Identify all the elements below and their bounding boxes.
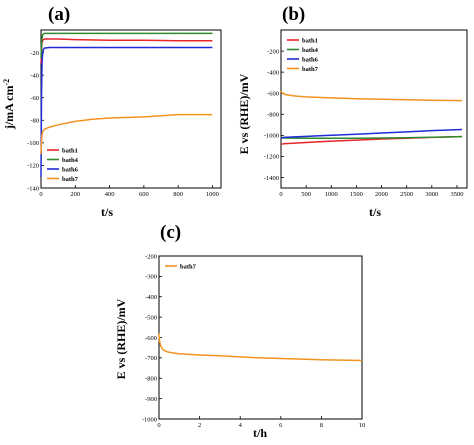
y-tick-label-b: -400 — [267, 69, 279, 76]
x-tick-label-b: 3000 — [425, 191, 438, 198]
y-tick-label-a: -140 — [27, 185, 39, 192]
y-tick-label-b: -200 — [267, 48, 279, 55]
y-tick-label-c: -1000 — [142, 416, 157, 423]
panel-label-a: (a) — [48, 4, 70, 25]
x-tick-label-a: 600 — [139, 191, 149, 198]
y-tick-label-a: -60 — [30, 95, 39, 102]
plot-frame-c — [158, 255, 363, 420]
y-tick-label-a: -120 — [27, 163, 39, 170]
y-tick-label-c: -200 — [145, 253, 157, 260]
series-line-c-bath7 — [158, 333, 363, 362]
y-tick-label-a: -20 — [30, 50, 39, 57]
svg-text:j/mA cm-2: j/mA cm-2 — [2, 79, 16, 130]
legend-label-b-bath1: bath1 — [302, 37, 318, 44]
legend-label-a-bath4: bath4 — [62, 157, 79, 164]
y-tick-label-b: -1000 — [264, 133, 279, 140]
x-tick-label-c: 8 — [320, 422, 323, 429]
x-tick-label-a: 800 — [173, 191, 183, 198]
x-tick-label-c: 10 — [359, 422, 366, 429]
plot-frame-a — [40, 29, 222, 189]
panel-b: (b) t/s E vs (RHE)/mV 0 500 1000 1500 2000 25… — [237, 4, 468, 219]
x-tick-label-b: 2500 — [400, 191, 413, 198]
x-tick-label-a: 400 — [105, 191, 115, 198]
legend-label-a-bath1: bath1 — [62, 147, 78, 154]
x-tick-label-b: 3500 — [450, 191, 463, 198]
y-tick-label-b: -1200 — [264, 154, 279, 161]
y-tick-label-c: -300 — [145, 274, 157, 281]
y-axis-title-a-main: j/mA cm — [2, 86, 16, 131]
legend-label-a-bath7: bath7 — [62, 176, 79, 183]
y-tick-label-c: -700 — [145, 355, 157, 362]
x-tick-label-a: 0 — [39, 191, 42, 198]
series-line-b-bath7 — [280, 90, 463, 102]
x-tick-label-c: 6 — [279, 422, 283, 429]
plot-area-c: 0 2 4 6 8 10 -200 -300 -400 -500 -600 -700 -800 -900 -… — [142, 253, 365, 429]
legend-label-c-bath7: bath7 — [180, 263, 197, 270]
x-axis-title-b: t/s — [369, 205, 381, 219]
panel-label-b: (b) — [282, 4, 305, 25]
y-tick-label-a: -40 — [30, 72, 39, 79]
x-tick-label-a: 200 — [70, 191, 80, 198]
series-line-a-bath7 — [40, 113, 213, 155]
y-axis-title-a: j/mA cm-2 — [2, 79, 16, 130]
y-tick-label-c: -500 — [145, 314, 157, 321]
plot-area-a: 0 200 400 600 800 1000 -20 -40 -60 -80 -100 -120 -14… — [27, 29, 222, 198]
series-line-b-bath4 — [280, 135, 463, 140]
series-line-a-bath1 — [40, 38, 213, 64]
x-tick-label-c: 0 — [157, 422, 160, 429]
plot-frame-b — [280, 29, 468, 189]
x-tick-label-c: 2 — [198, 422, 201, 429]
y-tick-label-c: -800 — [145, 376, 157, 383]
y-tick-label-a: -100 — [27, 140, 39, 147]
x-tick-label-b: 0 — [279, 191, 282, 198]
y-axis-title-a-sup: -2 — [2, 79, 11, 86]
series-line-b-bath6 — [280, 128, 463, 140]
x-axis-title-c: t/h — [253, 426, 267, 440]
series-line-a-bath4 — [40, 32, 213, 59]
series-line-a-bath6 — [40, 46, 213, 177]
y-tick-label-b: -1400 — [264, 175, 279, 182]
y-tick-label-b: -600 — [267, 91, 279, 98]
legend-label-b-bath4: bath4 — [302, 47, 319, 54]
y-tick-label-b: -800 — [267, 112, 279, 119]
legend-label-a-bath6: bath6 — [62, 166, 79, 173]
x-axis-title-a: t/s — [101, 205, 113, 219]
y-tick-label-c: -600 — [145, 335, 157, 342]
y-axis-title-c: E vs (RHE)/mV — [114, 298, 128, 379]
x-tick-label-b: 500 — [301, 191, 311, 198]
plot-area-b: 0 500 1000 1500 2000 2500 3000 3500 -200 -400 -600… — [264, 29, 468, 198]
x-tick-label-a: 1000 — [206, 191, 219, 198]
y-tick-label-c: -400 — [145, 294, 157, 301]
x-tick-label-b: 1000 — [325, 191, 338, 198]
y-tick-label-a: -80 — [30, 118, 39, 125]
y-tick-label-c: -900 — [145, 396, 157, 403]
x-tick-label-b: 1500 — [350, 191, 363, 198]
legend-label-b-bath7: bath7 — [302, 66, 319, 73]
panel-label-c: (c) — [160, 222, 181, 243]
panel-a: (a) t/s j/mA cm-2 0 200 400 600 800 1000 -20 -4… — [2, 4, 222, 219]
panel-c: (c) t/h E vs (RHE)/mV 0 2 4 6 8 10 -200 -300 -40… — [114, 222, 365, 440]
y-axis-title-b: E vs (RHE)/mV — [237, 73, 251, 154]
x-tick-label-b: 2000 — [375, 191, 388, 198]
legend-label-b-bath6: bath6 — [302, 56, 319, 63]
x-tick-label-c: 4 — [239, 422, 243, 429]
